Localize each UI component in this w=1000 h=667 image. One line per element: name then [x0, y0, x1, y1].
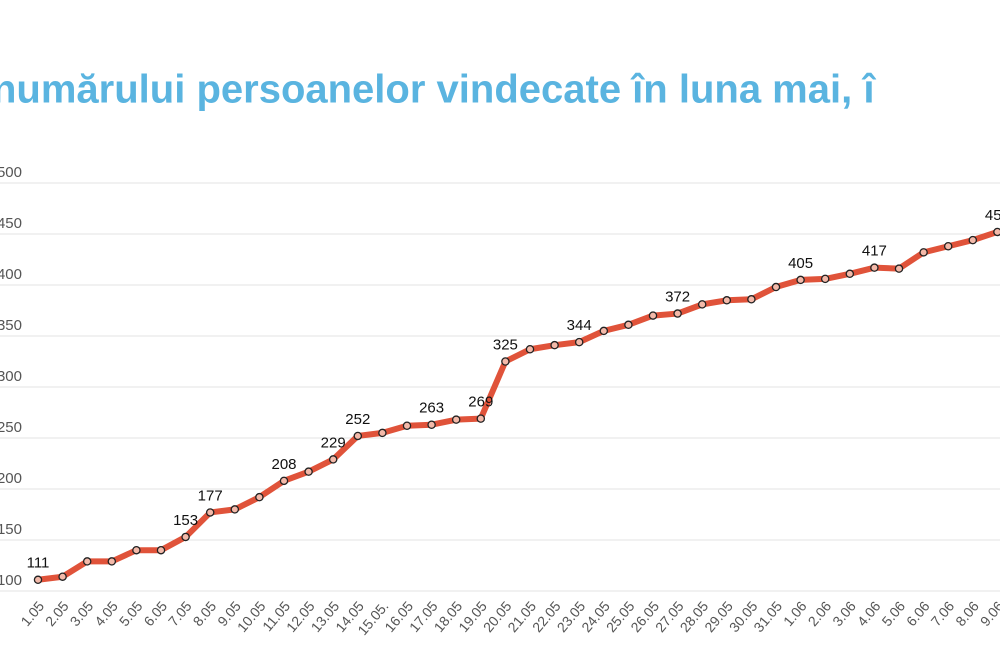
y-tick-label: 400: [0, 266, 22, 283]
point: [132, 545, 141, 555]
point: [648, 311, 658, 320]
x-tick-label: 4.06: [854, 598, 884, 629]
x-tick-label: 1.05: [17, 598, 47, 629]
x-tick-label: 8.06: [952, 598, 982, 629]
point: [796, 275, 805, 285]
data-label: 325: [493, 336, 518, 353]
data-label: 252: [345, 411, 370, 428]
data-label: 452: [985, 207, 1000, 224]
point: [181, 532, 190, 542]
y-tick-label: 300: [0, 368, 22, 385]
point: [747, 295, 756, 304]
y-tick-label: 250: [0, 419, 22, 436]
x-tick-label: 2.06: [805, 598, 835, 629]
point: [328, 455, 338, 464]
point: [993, 227, 1000, 237]
point: [279, 476, 289, 486]
y-tick-label: 150: [0, 521, 22, 538]
y-tick-label: 450: [0, 215, 22, 232]
chart-title: numărului persoanelor vindecate în luna …: [0, 68, 876, 112]
point: [33, 575, 43, 585]
x-tick-label: 1.06: [780, 598, 810, 629]
point: [107, 557, 117, 566]
data-label: 229: [321, 434, 346, 451]
point: [58, 572, 67, 581]
x-tick-label: 3.05: [67, 598, 97, 629]
data-label: 177: [198, 487, 223, 504]
y-tick-label: 100: [0, 572, 22, 589]
point: [599, 326, 609, 336]
point: [550, 340, 559, 350]
data-label: 153: [173, 512, 198, 529]
point: [402, 421, 412, 431]
x-tick-label: 7.05: [165, 598, 195, 629]
point: [624, 320, 633, 330]
point: [304, 467, 313, 476]
x-tick-label: 31.05: [750, 598, 785, 635]
data-label: 263: [419, 400, 444, 417]
point: [451, 415, 461, 424]
x-tick-label: 5.05: [116, 598, 146, 629]
point: [82, 557, 92, 566]
point: [820, 274, 830, 284]
point: [205, 508, 215, 517]
point: [255, 492, 264, 502]
point: [870, 263, 879, 272]
point: [943, 241, 953, 251]
y-tick-label: 350: [0, 317, 22, 334]
data-label: 405: [788, 255, 813, 272]
x-tick-label: 10.05: [234, 598, 269, 635]
point: [525, 345, 535, 354]
x-tick-label: 9.06: [977, 598, 1000, 629]
point: [697, 300, 707, 309]
x-tick-label: 7.06: [928, 598, 958, 629]
point: [968, 235, 978, 245]
y-tick-label: 200: [0, 470, 22, 487]
point: [353, 431, 363, 441]
point: [894, 264, 904, 273]
data-label: 417: [862, 243, 887, 260]
data-label: 208: [271, 456, 296, 473]
point: [574, 337, 584, 347]
data-label: 111: [27, 555, 50, 572]
point: [427, 420, 436, 429]
point: [230, 505, 240, 514]
point: [771, 282, 781, 292]
data-label: 344: [567, 317, 592, 334]
data-label: 269: [468, 394, 493, 411]
series-line: [37, 229, 999, 583]
x-tick-label: 4.05: [91, 598, 121, 629]
x-tick-label: 6.06: [903, 598, 933, 629]
x-tick-label: 2.05: [42, 598, 72, 629]
x-tick-label: 6.05: [140, 598, 170, 629]
point: [501, 357, 510, 366]
point: [156, 545, 166, 555]
point: [476, 414, 486, 423]
x-tick-label: 3.06: [829, 598, 859, 629]
x-tick-label: 8.05: [190, 598, 220, 629]
point: [673, 309, 682, 318]
point: [919, 248, 928, 257]
y-tick-label: 500: [0, 164, 22, 181]
point: [378, 428, 387, 438]
point: [845, 269, 855, 279]
x-tick-label: 5.06: [878, 598, 908, 629]
data-label: 372: [665, 289, 690, 306]
point: [722, 296, 732, 305]
